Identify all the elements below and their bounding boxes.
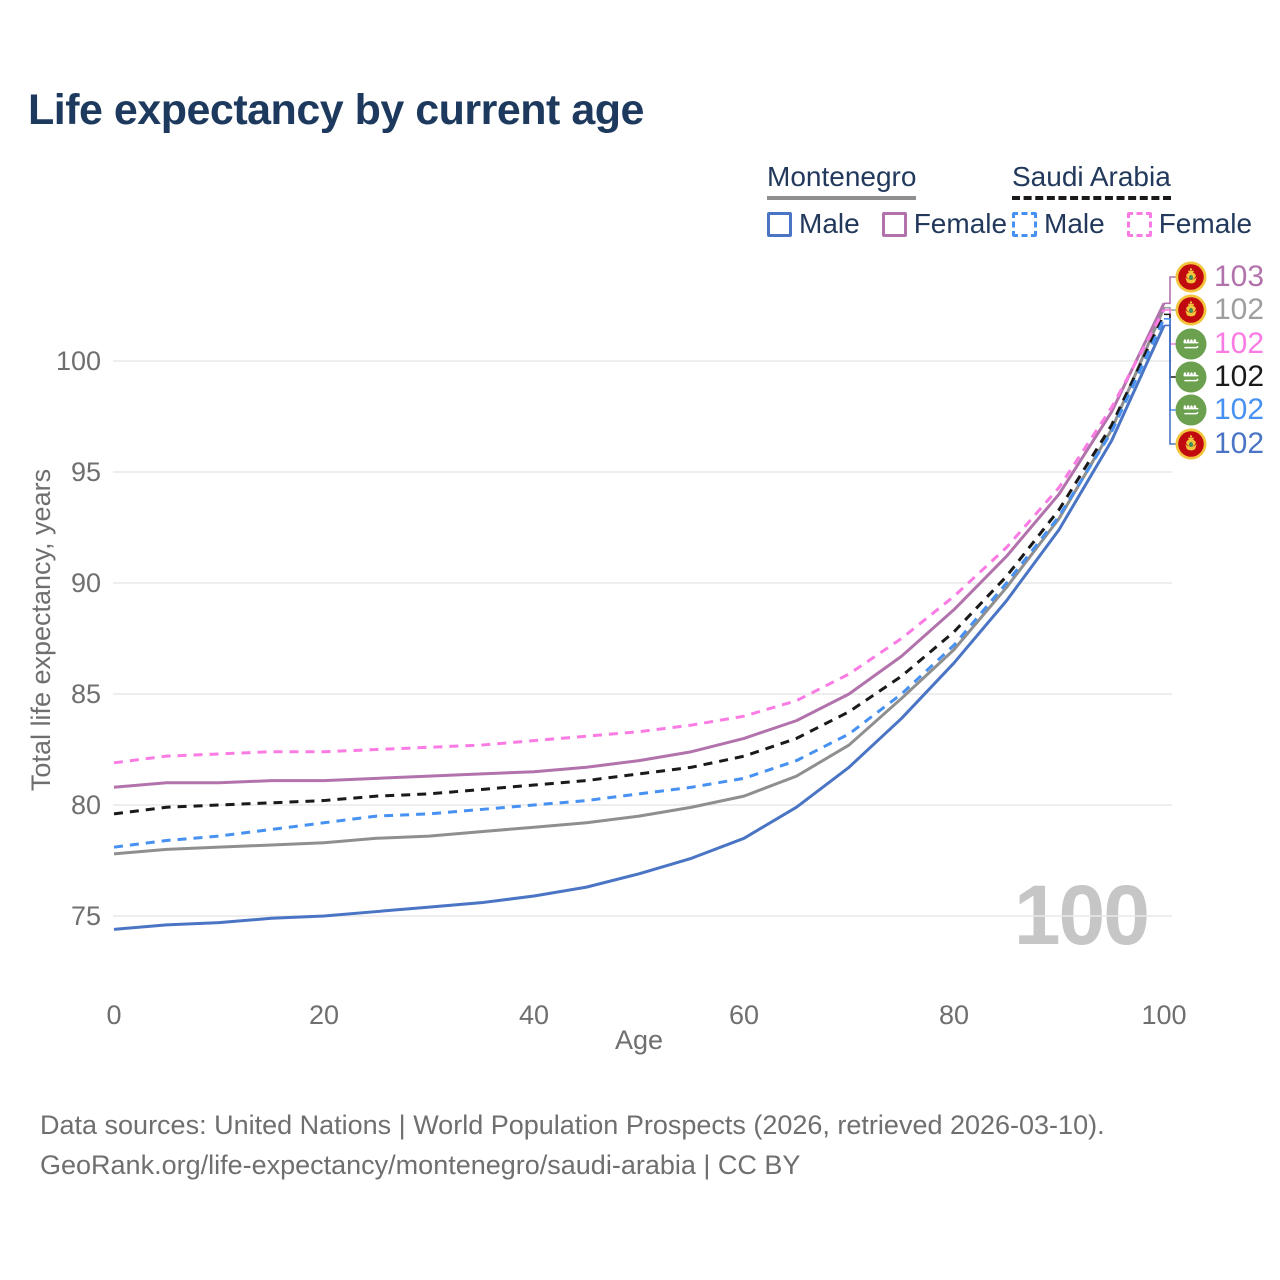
legend-label-saudi-male: Male [1044, 208, 1105, 239]
y-tick-label: 75 [71, 901, 101, 931]
series-line[interactable] [113, 313, 1166, 816]
legend-swatch-montenegro-male [767, 211, 792, 237]
end-label-value: 102 [1214, 393, 1265, 426]
series-line[interactable] [113, 307, 1166, 856]
end-label-saudi-arabia-female: 102 [1175, 328, 1264, 360]
flag-icon-saudi-arabia [1175, 361, 1207, 393]
legend-item-saudi-male[interactable]: Male [1012, 208, 1105, 240]
end-label-montenegro-male: 102 [1175, 428, 1264, 460]
y-tick-label: 85 [71, 679, 101, 709]
x-tick-label: 0 [106, 1000, 121, 1030]
end-label-montenegro-female: 103 [1175, 261, 1264, 293]
flag-icon-montenegro [1175, 428, 1207, 460]
flag-icon-saudi-arabia [1175, 394, 1207, 426]
x-tick-label: 20 [309, 1000, 339, 1030]
flag-icon-montenegro [1175, 294, 1207, 326]
legend-group-title-saudi-arabia: Saudi Arabia [1012, 161, 1171, 200]
y-tick-label: 100 [56, 346, 101, 376]
chart-canvas[interactable]: 100 75 80 85 90 95 100 0 20 40 60 80 100 Age Total lif… [0, 0, 1280, 1080]
page-title: Life expectancy by current age [28, 86, 644, 134]
end-label-saudi-arabia-male: 102 [1175, 394, 1264, 426]
legend-item-saudi-female[interactable]: Female [1126, 208, 1253, 240]
series-line[interactable] [113, 324, 1166, 931]
y-tick-label: 90 [71, 568, 101, 598]
legend-label-montenegro-female: Female [913, 208, 1008, 239]
legend-label-saudi-female: Female [1158, 208, 1253, 239]
end-label-value: 102 [1214, 360, 1265, 393]
legend-item-montenegro-female[interactable]: Female [881, 208, 1008, 240]
legend-swatch-saudi-male [1012, 211, 1037, 237]
y-axis-title: Total life expectancy, years [26, 469, 56, 791]
legend-swatch-saudi-female [1126, 211, 1152, 237]
legend-swatch-montenegro-female [881, 211, 907, 237]
legend-group-montenegro: Montenegro Male Female [767, 161, 1029, 240]
series-line[interactable] [113, 318, 1166, 849]
end-label-value: 102 [1214, 327, 1265, 360]
legend-group-saudi-arabia: Saudi Arabia Male Female [1012, 161, 1274, 240]
end-label-value: 102 [1214, 427, 1265, 460]
end-label-value: 102 [1214, 293, 1265, 326]
end-label-connector [1164, 306, 1176, 311]
legend-label-montenegro-male: Male [799, 208, 860, 239]
end-label-montenegro-total: 102 [1175, 294, 1264, 326]
end-label-connector [1164, 276, 1176, 305]
end-label-connector [1164, 324, 1176, 445]
flag-icon-saudi-arabia [1175, 328, 1207, 360]
x-tick-label: 60 [729, 1000, 759, 1030]
x-tick-label: 80 [939, 1000, 969, 1030]
source-url[interactable]: GeoRank.org/life-expectancy/montenegro/s… [40, 1150, 801, 1180]
age-watermark: 100 [1014, 868, 1148, 962]
footer: Data sources: United Nations | World Pop… [40, 1105, 1105, 1185]
end-label-saudi-arabia-total: 102 [1175, 361, 1264, 393]
flag-icon-montenegro [1175, 261, 1207, 293]
y-tick-label: 80 [71, 790, 101, 820]
legend-group-title-montenegro: Montenegro [767, 161, 917, 200]
end-label-value: 103 [1214, 260, 1265, 293]
x-tick-label: 100 [1141, 1000, 1186, 1030]
legend-item-montenegro-male[interactable]: Male [767, 208, 860, 240]
series-line[interactable] [113, 302, 1166, 789]
x-tick-label: 40 [519, 1000, 549, 1030]
y-tick-label: 95 [71, 457, 101, 487]
x-axis-title: Age [615, 1025, 663, 1055]
data-sources-text: Data sources: United Nations | World Pop… [40, 1110, 1105, 1140]
series-line[interactable] [113, 309, 1166, 765]
